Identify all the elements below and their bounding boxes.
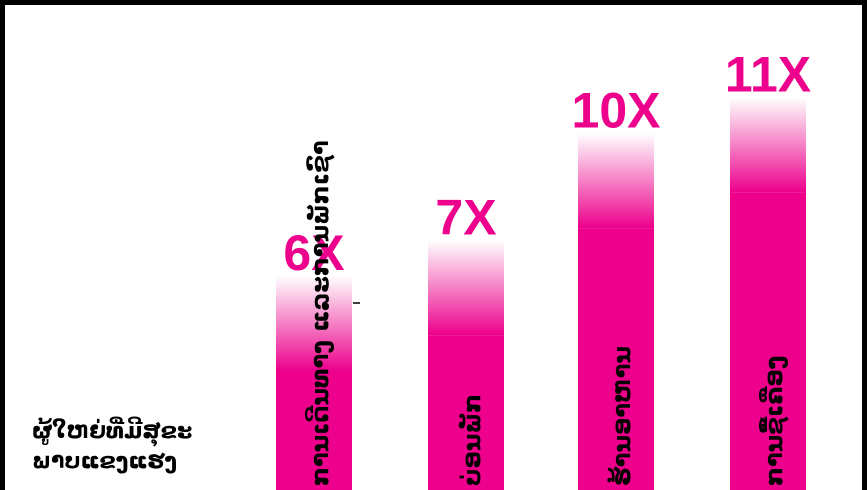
bar-group: 11X ການຊື້ເຄື່ອງ — [725, 47, 811, 490]
bar — [578, 228, 654, 490]
category-label: ຮ້ານອາຫານ — [606, 346, 636, 486]
bar-group: 10X ຮ້ານອາຫານ — [572, 82, 661, 490]
reference-label: ຜູ້ໃຫຍ່ທີ່ມີສຸຂະ ພາບແຂງແຮງ — [32, 417, 232, 477]
bar-group: 7X ບ່ອນພັກ — [428, 189, 504, 490]
value-label: 6X — [283, 225, 344, 281]
category-label: ການເດີນທາງ ແລະການພັກເຊົາ — [303, 140, 335, 486]
bar-fade — [428, 240, 504, 336]
reference-label-line: ຜູ້ໃຫຍ່ທີ່ມີສຸຂະ — [32, 419, 193, 444]
bar-fade — [276, 276, 352, 371]
bar-fade — [730, 97, 806, 193]
bar — [730, 192, 806, 490]
value-label: 11X — [725, 47, 811, 103]
value-label: 10X — [572, 82, 661, 138]
bar — [276, 371, 352, 490]
value-label: 7X — [435, 189, 496, 245]
category-label: ບ່ອນພັກ — [457, 394, 486, 486]
bar-fade — [578, 133, 654, 229]
reference-label-line: ພາບແຂງແຮງ — [32, 449, 178, 474]
category-label: ການຊື້ເຄື່ອງ — [757, 356, 789, 486]
bar — [428, 335, 504, 490]
